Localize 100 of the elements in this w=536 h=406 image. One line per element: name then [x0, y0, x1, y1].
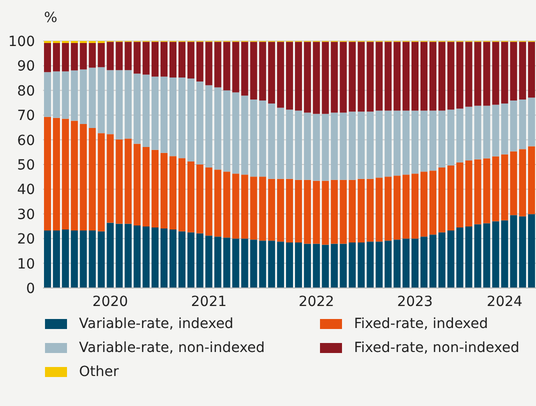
bar: [160, 42, 168, 77]
bar: [52, 118, 60, 230]
bar: [62, 71, 69, 119]
bar: [44, 72, 51, 117]
bar: [286, 178, 294, 243]
bar: [268, 103, 276, 179]
bar: [340, 244, 347, 288]
bar: [116, 140, 123, 224]
bar: [277, 178, 284, 242]
bar: [134, 144, 141, 226]
bar: [402, 110, 410, 175]
bar: [447, 110, 454, 166]
legend-label: Variable-rate, non-indexed: [79, 340, 265, 356]
bar: [152, 76, 159, 150]
bar: [124, 42, 132, 70]
bar: [456, 227, 464, 288]
y-tick-label: 30: [17, 206, 35, 223]
bar: [384, 42, 392, 111]
bar: [241, 96, 248, 175]
bar: [187, 162, 194, 232]
y-tick-label: 90: [17, 58, 35, 75]
bar: [241, 42, 248, 96]
bar: [134, 74, 141, 144]
bar: [501, 42, 508, 104]
bar: [62, 118, 69, 230]
bar: [259, 240, 266, 288]
bar: [312, 42, 320, 114]
bar: [88, 128, 96, 230]
y-axis-title: %: [44, 10, 58, 26]
bar: [447, 165, 454, 230]
bar: [241, 238, 248, 288]
bar: [196, 42, 204, 82]
bar: [528, 98, 536, 146]
bar: [178, 231, 186, 288]
bar: [394, 42, 401, 111]
bar: [286, 110, 294, 179]
bar: [70, 70, 78, 121]
y-tick-label: 40: [17, 182, 35, 198]
bar: [376, 178, 383, 242]
bar: [142, 42, 150, 75]
bar: [304, 112, 311, 180]
bar: [214, 42, 222, 88]
bar: [304, 244, 311, 288]
bar: [447, 42, 454, 110]
bar: [420, 42, 428, 111]
bar: [366, 178, 374, 242]
y-tick-label: 80: [17, 83, 35, 100]
bar: [187, 42, 194, 79]
bar: [519, 216, 526, 288]
bar: [241, 174, 248, 239]
bar: [250, 240, 258, 288]
bar: [259, 42, 266, 101]
legend-label: Fixed-rate, non-indexed: [354, 340, 520, 356]
bar: [44, 116, 51, 230]
bar: [330, 180, 338, 244]
bar: [312, 244, 320, 288]
bar: [456, 108, 464, 163]
bar: [88, 68, 96, 128]
bar: [394, 110, 401, 176]
bar: [510, 215, 518, 288]
bar: [187, 78, 194, 162]
bar: [322, 42, 329, 114]
bar: [52, 42, 60, 72]
bar: [492, 104, 500, 156]
bar: [214, 87, 222, 170]
bar: [519, 42, 526, 100]
bar: [384, 110, 392, 177]
bar: [169, 78, 176, 156]
bar: [178, 78, 186, 158]
bar: [294, 110, 302, 180]
bar: [330, 112, 338, 180]
bar: [340, 180, 347, 244]
bar: [124, 224, 132, 288]
bar: [528, 146, 536, 214]
bar: [376, 242, 383, 288]
bar: [277, 42, 284, 108]
bar: [169, 229, 176, 288]
legend-label: Fixed-rate, indexed: [354, 316, 488, 332]
bar: [312, 114, 320, 181]
bar: [142, 74, 150, 147]
bar: [52, 230, 60, 288]
y-tick-label: 70: [17, 108, 35, 124]
x-tick-label: 2022: [298, 294, 334, 310]
bar: [70, 230, 78, 288]
bar: [160, 152, 168, 228]
x-tick-label: 2024: [486, 294, 523, 310]
bar: [376, 110, 383, 178]
bar: [394, 240, 401, 288]
bar: [510, 100, 518, 152]
bar: [366, 112, 374, 179]
bar: [268, 42, 276, 104]
bar: [286, 242, 294, 288]
bar: [412, 238, 419, 288]
bar: [152, 42, 159, 77]
bar: [178, 42, 186, 78]
y-tick-label: 20: [17, 232, 35, 248]
bar: [429, 110, 436, 171]
x-tick-label: 2020: [92, 294, 128, 310]
bar: [160, 76, 168, 153]
bar: [366, 42, 374, 112]
